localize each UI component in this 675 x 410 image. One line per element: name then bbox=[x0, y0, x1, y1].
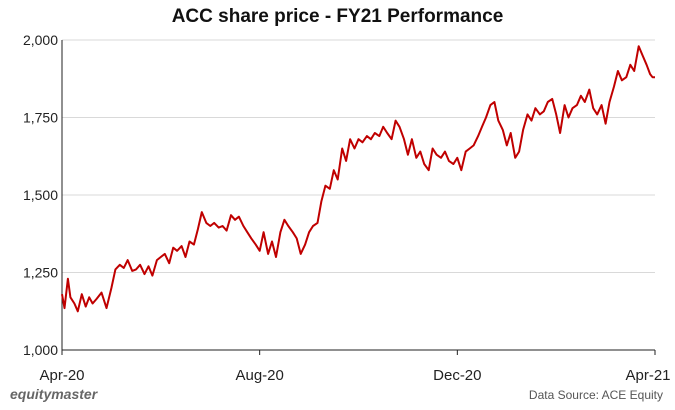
y-tick-label: 1,500 bbox=[23, 187, 58, 203]
brand-logo-text: equitymaster bbox=[10, 386, 98, 402]
x-tick-label: Dec-20 bbox=[433, 367, 481, 384]
data-source-note: Data Source: ACE Equity bbox=[528, 388, 663, 402]
price-series-line bbox=[61, 45, 655, 313]
y-tick-label: 1,000 bbox=[23, 342, 58, 358]
y-tick-label: 1,750 bbox=[23, 110, 58, 126]
y-tick-label: 2,000 bbox=[23, 32, 58, 48]
x-tick-label: Apr-21 bbox=[625, 367, 670, 384]
chart-title: ACC share price - FY21 Performance bbox=[171, 6, 504, 27]
x-tick-label: Apr-20 bbox=[39, 367, 84, 384]
x-tick-label: Aug-20 bbox=[235, 367, 283, 384]
y-tick-label: 1,250 bbox=[23, 265, 58, 281]
